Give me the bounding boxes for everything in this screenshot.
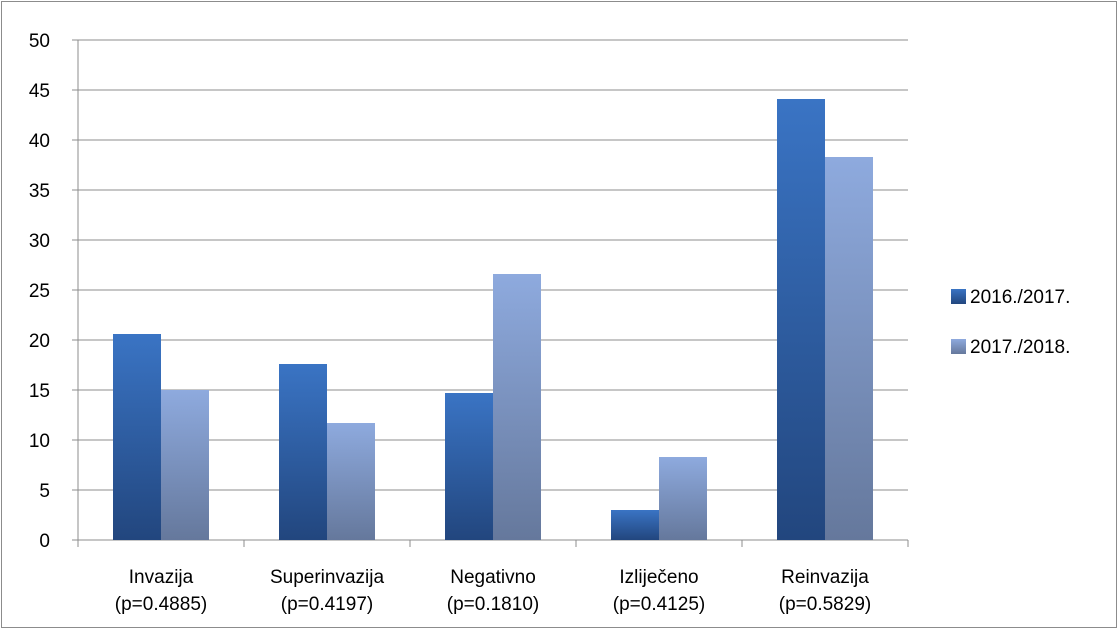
bar-1: [445, 393, 493, 540]
y-tick-label: 5: [39, 481, 50, 502]
legend-swatch: [951, 289, 966, 304]
category-label: Negativno: [450, 567, 536, 588]
bar-2: [161, 390, 209, 540]
legend-label: 2017./2018.: [970, 337, 1070, 358]
category-label: (p=0.4125): [613, 594, 705, 615]
bar-2: [659, 457, 707, 540]
category-label: (p=0.5829): [779, 594, 871, 615]
category-label: (p=0.4885): [115, 594, 207, 615]
y-tick-label: 45: [29, 81, 50, 102]
category-label: Invazija: [129, 567, 194, 588]
y-tick-label: 50: [29, 31, 50, 52]
y-tick-label: 15: [29, 381, 50, 402]
y-tick-label: 35: [29, 181, 50, 202]
y-tick-label: 40: [29, 131, 50, 152]
bar-1: [113, 334, 161, 540]
bar-1: [611, 510, 659, 540]
bar-1: [777, 99, 825, 540]
bar-2: [493, 274, 541, 540]
y-tick-label: 10: [29, 431, 50, 452]
y-tick-label: 30: [29, 231, 50, 252]
y-tick-label: 25: [29, 281, 50, 302]
category-label: Superinvazija: [270, 567, 384, 588]
y-tick-label: 0: [39, 531, 50, 552]
bar-1: [279, 364, 327, 540]
bar-2: [327, 423, 375, 540]
legend-swatch: [951, 339, 966, 354]
category-label: (p=0.1810): [447, 594, 539, 615]
category-label: (p=0.4197): [281, 594, 373, 615]
y-tick-label: 20: [29, 331, 50, 352]
legend-label: 2016./2017.: [970, 287, 1070, 308]
bar-2: [825, 157, 873, 540]
category-label: Izliječeno: [619, 567, 698, 588]
category-label: Reinvazija: [781, 567, 869, 588]
